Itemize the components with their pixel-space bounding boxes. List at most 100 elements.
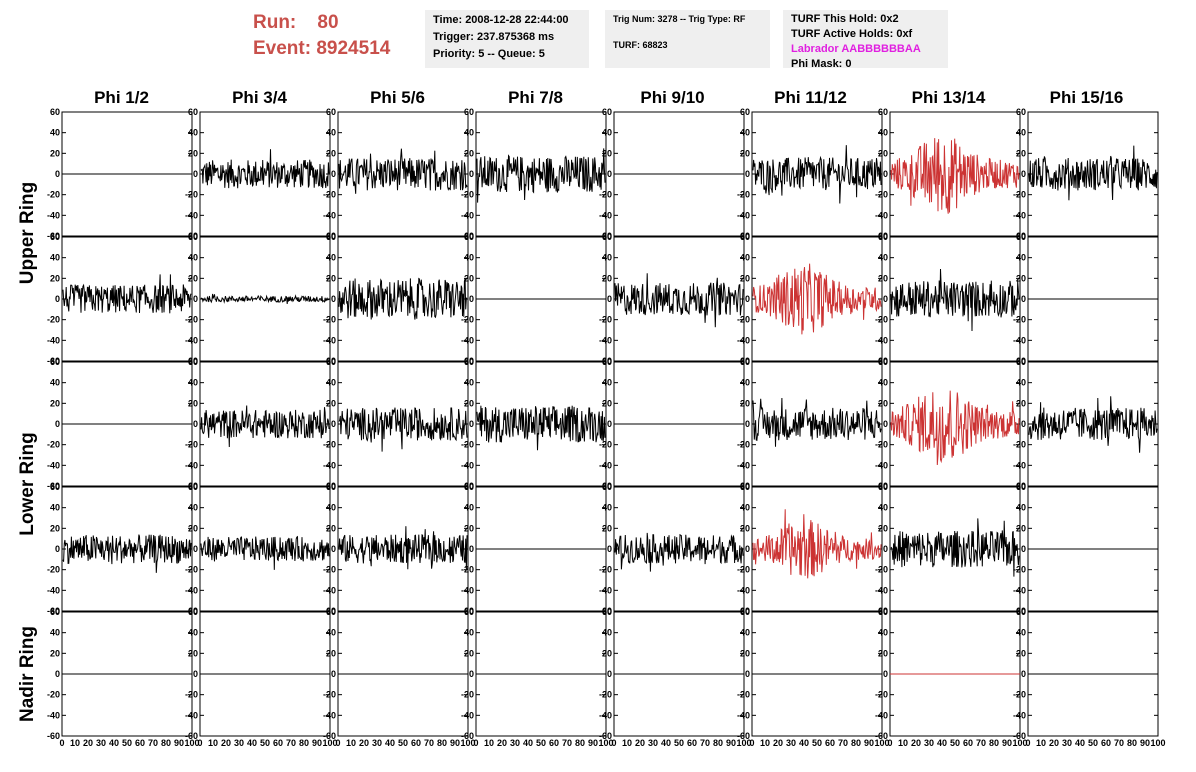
y-tick-label: -20 xyxy=(875,690,888,700)
y-tick-label: 40 xyxy=(740,378,750,388)
x-tick-label: 50 xyxy=(260,738,270,748)
y-tick-label: 40 xyxy=(740,503,750,513)
y-tick-label: -40 xyxy=(323,335,336,345)
y-tick-label: 20 xyxy=(188,648,198,658)
y-tick-label: 60 xyxy=(326,107,336,117)
x-tick-label: 90 xyxy=(864,738,874,748)
turf-active-text: TURF Active Holds: 0xf xyxy=(791,28,913,40)
x-tick-label: 40 xyxy=(385,738,395,748)
y-tick-label: 20 xyxy=(326,273,336,283)
x-tick-label: 70 xyxy=(286,738,296,748)
run-value: 80 xyxy=(317,12,339,33)
event-value: 8924514 xyxy=(316,38,391,59)
y-tick-label: -20 xyxy=(1013,190,1026,200)
x-tick-label: 0 xyxy=(59,738,64,748)
y-tick-label: 20 xyxy=(464,148,474,158)
x-tick-label: 80 xyxy=(161,738,171,748)
y-tick-label: 60 xyxy=(1016,482,1026,492)
y-tick-label: -60 xyxy=(1013,606,1026,616)
y-tick-label: 40 xyxy=(878,253,888,263)
priority-text: Priority: 5 -- Queue: 5 xyxy=(433,48,545,60)
y-tick-label: -60 xyxy=(47,731,60,741)
y-tick-label: 20 xyxy=(1016,648,1026,658)
panel-frame xyxy=(337,111,469,237)
y-tick-label: -40 xyxy=(461,335,474,345)
x-tick-label: 40 xyxy=(247,738,257,748)
turf-hold-text: TURF This Hold: 0x2 xyxy=(791,13,899,25)
y-tick-label: 60 xyxy=(188,107,198,117)
y-tick-label: 60 xyxy=(602,607,612,617)
x-tick-label: 20 xyxy=(497,738,507,748)
y-tick-label: 20 xyxy=(740,148,750,158)
waveform-trace xyxy=(200,405,330,448)
waveform-trace xyxy=(62,534,192,573)
y-tick-label: -20 xyxy=(461,315,474,325)
x-tick-label: 0 xyxy=(887,738,892,748)
x-tick-label: 50 xyxy=(1088,738,1098,748)
x-tick-label: 60 xyxy=(687,738,697,748)
y-tick-label: 40 xyxy=(464,628,474,638)
y-tick-label: 0 xyxy=(331,419,336,429)
y-tick-label: 0 xyxy=(469,669,474,679)
y-tick-label: 60 xyxy=(878,607,888,617)
y-tick-label: 0 xyxy=(55,169,60,179)
y-tick-label: 20 xyxy=(464,398,474,408)
y-tick-label: -60 xyxy=(737,731,750,741)
y-tick-label: 0 xyxy=(1021,419,1026,429)
y-tick-label: -20 xyxy=(185,565,198,575)
y-tick-label: 0 xyxy=(1021,669,1026,679)
y-tick-label: 40 xyxy=(464,128,474,138)
y-tick-label: -20 xyxy=(737,440,750,450)
y-tick-label: 60 xyxy=(740,107,750,117)
y-tick-label: -40 xyxy=(737,210,750,220)
x-tick-label: 30 xyxy=(648,738,658,748)
y-tick-label: 0 xyxy=(193,419,198,429)
y-tick-label: -60 xyxy=(1013,231,1026,241)
x-tick-label: 10 xyxy=(1036,738,1046,748)
y-tick-label: 60 xyxy=(602,482,612,492)
y-tick-label: 40 xyxy=(602,628,612,638)
y-tick-label: 0 xyxy=(55,669,60,679)
y-tick-label: -20 xyxy=(47,315,60,325)
turf-info-panel: TURF This Hold: 0x2 TURF Active Holds: 0… xyxy=(783,10,948,70)
y-tick-label: 20 xyxy=(740,523,750,533)
y-tick-label: 20 xyxy=(464,648,474,658)
y-tick-label: -20 xyxy=(323,690,336,700)
waveform-trace xyxy=(200,293,330,304)
y-tick-label: -20 xyxy=(461,565,474,575)
waveform-trace xyxy=(1028,145,1158,201)
x-tick-label: 10 xyxy=(346,738,356,748)
y-tick-label: -40 xyxy=(875,460,888,470)
y-tick-label: -60 xyxy=(875,731,888,741)
y-tick-label: 40 xyxy=(188,628,198,638)
y-tick-label: 60 xyxy=(326,482,336,492)
y-tick-label: -60 xyxy=(1013,356,1026,366)
time-info-panel: Time: 2008-12-28 22:44:00 Trigger: 237.8… xyxy=(425,10,589,68)
y-tick-label: -20 xyxy=(461,190,474,200)
y-tick-label: -60 xyxy=(461,606,474,616)
panel-frame xyxy=(337,486,469,612)
y-tick-label: -40 xyxy=(875,710,888,720)
y-tick-label: -60 xyxy=(1013,731,1026,741)
y-tick-label: 40 xyxy=(50,503,60,513)
y-tick-label: -60 xyxy=(47,606,60,616)
y-tick-label: 40 xyxy=(740,253,750,263)
x-tick-label: 20 xyxy=(83,738,93,748)
y-tick-label: -40 xyxy=(1013,460,1026,470)
y-tick-label: -40 xyxy=(737,335,750,345)
y-tick-label: 60 xyxy=(50,607,60,617)
waveform-trace xyxy=(338,407,468,452)
y-tick-label: -60 xyxy=(599,481,612,491)
y-tick-label: 0 xyxy=(883,294,888,304)
y-tick-label: -60 xyxy=(461,356,474,366)
waveform-trace xyxy=(338,277,468,320)
y-tick-label: 60 xyxy=(326,232,336,242)
y-tick-label: 40 xyxy=(740,628,750,638)
y-tick-label: -40 xyxy=(1013,335,1026,345)
y-tick-label: -20 xyxy=(185,440,198,450)
y-tick-label: -20 xyxy=(1013,565,1026,575)
y-tick-label: -40 xyxy=(185,210,198,220)
x-tick-label: 50 xyxy=(536,738,546,748)
y-tick-label: 60 xyxy=(50,232,60,242)
y-tick-label: 20 xyxy=(1016,148,1026,158)
